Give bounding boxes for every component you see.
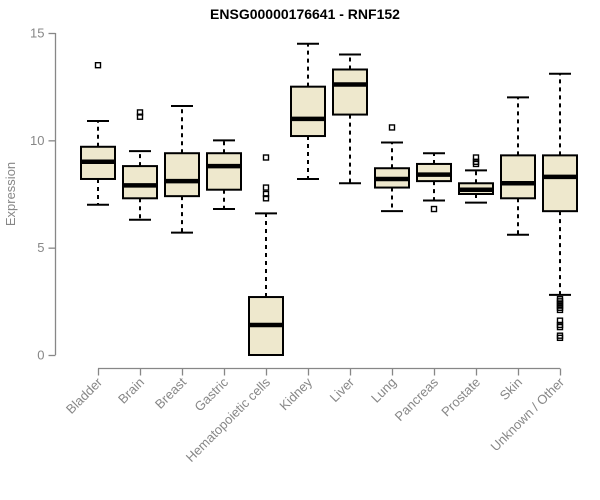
chart-title: ENSG00000176641 - RNF152: [210, 6, 400, 22]
outlier-point: [556, 317, 564, 324]
iqr-box: [206, 152, 242, 191]
outlier-point: [262, 195, 270, 202]
outlier-point: [472, 154, 480, 161]
outlier-point: [388, 124, 396, 131]
iqr-box: [542, 154, 578, 213]
iqr-box: [500, 154, 536, 200]
box-group: [542, 72, 578, 342]
x-category-label: Pancreas: [392, 374, 442, 424]
x-category-label: Lung: [368, 375, 399, 406]
boxplot-series: [80, 42, 578, 357]
x-category-label: Liver: [327, 374, 358, 405]
outlier-point: [556, 334, 564, 342]
y-axis-label: Expression: [3, 162, 18, 226]
outlier-point: [136, 109, 144, 116]
y-tick-label: 10: [30, 133, 44, 148]
x-category-label: Unknown / Other: [488, 374, 568, 454]
x-category-label: Breast: [152, 374, 189, 411]
box-group: [122, 109, 158, 221]
box-group: [458, 154, 494, 204]
box-group: [290, 42, 326, 180]
outlier-point: [94, 62, 102, 69]
y-tick-label: 0: [37, 348, 44, 363]
box-group: [80, 62, 116, 206]
outlier-point: [262, 184, 270, 191]
box-group: [248, 154, 284, 357]
iqr-box: [332, 68, 368, 116]
x-category-label: Bladder: [63, 374, 106, 417]
y-tick-label: 15: [30, 26, 44, 41]
box-group: [500, 96, 536, 236]
iqr-box: [290, 85, 326, 138]
outlier-point: [262, 190, 270, 198]
iqr-box: [122, 165, 158, 200]
outlier-point: [472, 158, 480, 166]
x-category-label: Brain: [115, 375, 147, 407]
outlier-point: [556, 323, 564, 331]
outlier-point: [262, 154, 270, 161]
box-group: [164, 104, 200, 234]
box-group: [332, 53, 368, 185]
box-group: [416, 152, 452, 213]
box-group: [206, 139, 242, 211]
outlier-point: [136, 113, 144, 120]
y-tick-label: 5: [37, 240, 44, 255]
outlier-point: [556, 306, 564, 314]
x-category-label: Prostate: [438, 375, 483, 420]
x-category-label: Kidney: [276, 374, 315, 413]
x-category-label: Gastric: [191, 374, 231, 414]
outlier-point: [430, 205, 438, 213]
box-group: [374, 124, 410, 213]
iqr-box: [164, 152, 200, 198]
x-category-label: Skin: [497, 375, 525, 403]
